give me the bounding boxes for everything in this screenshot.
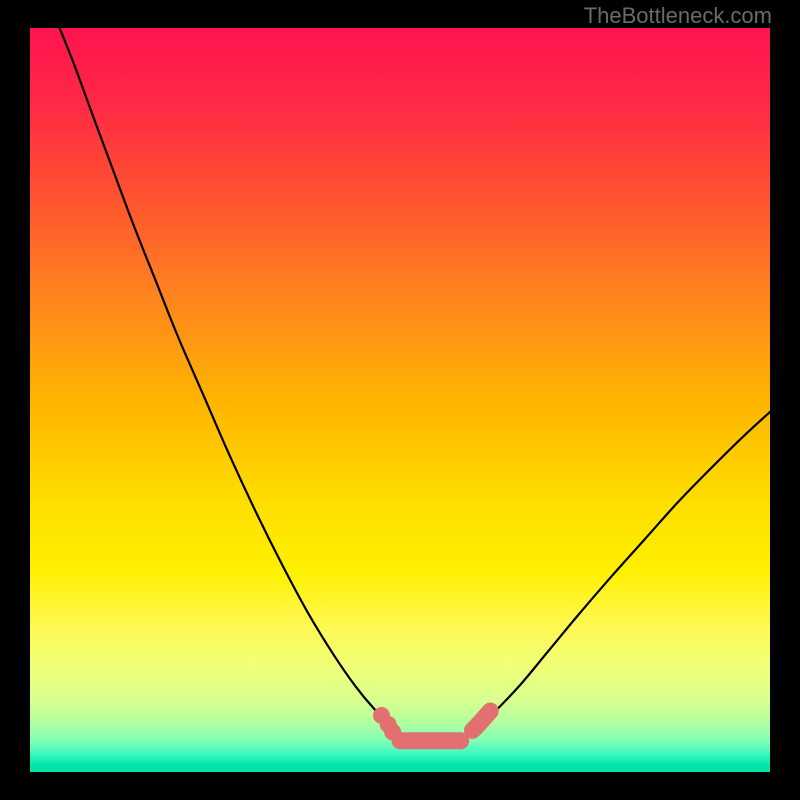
watermark-text: TheBottleneck.com — [584, 3, 772, 29]
chart-svg — [30, 28, 770, 772]
gradient-background — [30, 28, 770, 772]
plot-area — [30, 28, 770, 772]
